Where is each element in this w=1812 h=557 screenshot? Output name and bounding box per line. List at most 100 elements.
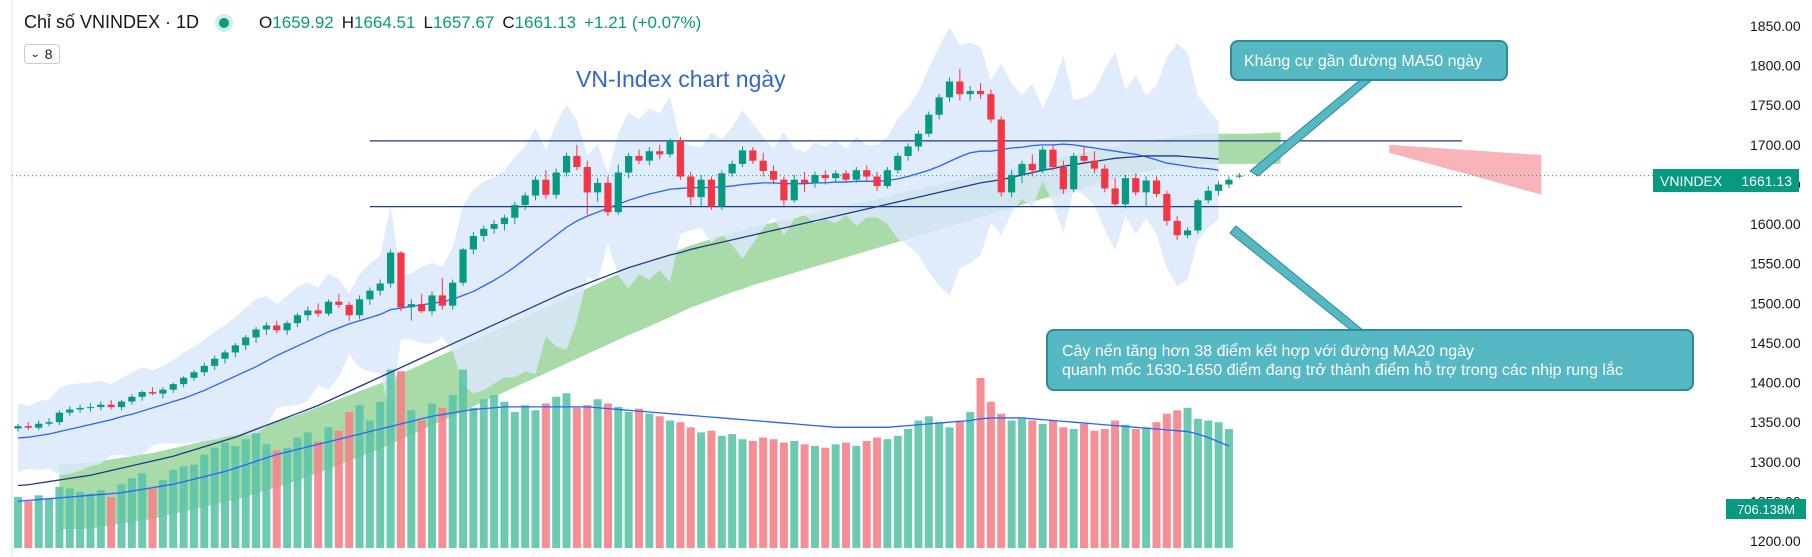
close-label: C bbox=[502, 12, 515, 32]
volume-bar bbox=[324, 427, 333, 548]
high-label: H bbox=[341, 12, 355, 32]
volume-bar bbox=[531, 410, 540, 548]
y-tick-label: 1800.00 bbox=[1750, 58, 1801, 74]
candle-body bbox=[904, 146, 912, 156]
market-status-icon bbox=[219, 17, 230, 28]
candle-body bbox=[86, 407, 95, 409]
candle-body bbox=[604, 182, 612, 213]
volume-bar bbox=[800, 444, 809, 548]
volume-bar bbox=[334, 430, 343, 548]
volume-bar bbox=[428, 403, 436, 548]
volume-bar bbox=[1038, 423, 1047, 548]
candle-body bbox=[1049, 149, 1057, 168]
candle-body bbox=[355, 299, 364, 316]
volume-bar bbox=[821, 447, 830, 548]
volume-bar bbox=[697, 432, 706, 548]
volume-bar bbox=[986, 401, 995, 548]
volume-bar bbox=[614, 406, 623, 548]
candle-body bbox=[1018, 163, 1026, 175]
high-value: 1664.51 bbox=[354, 12, 416, 32]
candle-body bbox=[14, 426, 22, 429]
volume-bar bbox=[1121, 424, 1130, 548]
candle-body bbox=[935, 97, 943, 115]
volume-bar bbox=[241, 439, 250, 548]
volume-bar bbox=[189, 464, 198, 548]
candle-body bbox=[573, 155, 581, 168]
volume-bar bbox=[924, 416, 933, 548]
volume-bar bbox=[666, 420, 675, 548]
candle-body bbox=[883, 170, 891, 187]
indicators-toggle-button[interactable]: ⌄ 8 bbox=[24, 44, 60, 64]
volume-bar bbox=[1007, 420, 1016, 548]
volume-bar bbox=[635, 408, 643, 548]
candle-body bbox=[252, 329, 260, 338]
candle-body bbox=[1204, 190, 1212, 201]
volume-bar bbox=[852, 446, 861, 548]
volume-bar bbox=[759, 437, 768, 548]
volume-bar bbox=[966, 412, 975, 548]
candle-body bbox=[956, 81, 964, 95]
candle-body bbox=[55, 412, 63, 423]
candlesticks bbox=[14, 68, 1243, 432]
volume-bar bbox=[1173, 410, 1182, 548]
candle-body bbox=[449, 282, 457, 306]
volume-bar bbox=[790, 440, 799, 548]
candle-body bbox=[552, 172, 560, 195]
candle-body bbox=[945, 81, 954, 98]
support-callout: Cây nến tăng hơn 38 điểm kết hợp với đườ… bbox=[1046, 329, 1694, 391]
resistance-callout: Kháng cự gần đường MA50 ngày bbox=[1230, 40, 1508, 81]
candle-body bbox=[863, 170, 871, 177]
volume-bar bbox=[169, 469, 178, 548]
volume-bar bbox=[717, 435, 726, 548]
candle-body bbox=[894, 155, 902, 171]
candle-body bbox=[459, 249, 467, 283]
volume-bar bbox=[396, 371, 405, 548]
volume-bar bbox=[14, 497, 22, 548]
volume-bar bbox=[417, 420, 426, 548]
volume-bar bbox=[883, 439, 892, 548]
candle-body bbox=[759, 160, 767, 171]
candle-body bbox=[718, 173, 726, 207]
volume-bar bbox=[386, 369, 395, 548]
candle-body bbox=[531, 179, 540, 196]
candle-body bbox=[376, 283, 384, 291]
volume-bar bbox=[138, 473, 147, 548]
symbol-title: Chỉ số VNINDEX · 1D bbox=[24, 12, 200, 32]
volume-bar bbox=[1100, 429, 1109, 548]
candle-body bbox=[1215, 184, 1223, 191]
volume-bar bbox=[541, 403, 550, 548]
volume-bar bbox=[459, 369, 468, 548]
candle-body bbox=[790, 179, 798, 201]
candle-body bbox=[76, 407, 84, 410]
candle-body bbox=[273, 325, 281, 331]
volume-bar bbox=[1224, 429, 1233, 548]
candle-body bbox=[24, 426, 32, 428]
candle-body bbox=[97, 404, 105, 408]
candle-body bbox=[138, 392, 146, 397]
volume-bar bbox=[1017, 418, 1026, 548]
volume-bar bbox=[842, 442, 850, 548]
candle-body bbox=[128, 396, 136, 402]
candle-body bbox=[200, 365, 208, 373]
ma50-line bbox=[17, 155, 1219, 487]
volume-bar bbox=[179, 466, 188, 548]
volume-bar bbox=[1090, 430, 1099, 548]
candle-body bbox=[169, 384, 177, 390]
candle-body bbox=[500, 217, 509, 225]
ichimoku-cloud bbox=[59, 132, 1542, 530]
candle-body bbox=[562, 155, 571, 173]
volume-bar bbox=[945, 427, 954, 548]
volume-bar bbox=[1204, 420, 1213, 548]
volume-bar bbox=[572, 407, 581, 548]
volume-bar bbox=[107, 497, 116, 548]
volume-bar bbox=[293, 437, 302, 548]
candle-body bbox=[914, 133, 923, 147]
candle-body bbox=[490, 224, 498, 229]
candle-body bbox=[1028, 163, 1036, 171]
candle-body bbox=[635, 155, 643, 161]
candle-body bbox=[625, 155, 633, 173]
candle-body bbox=[262, 325, 270, 330]
candle-body bbox=[397, 252, 405, 308]
